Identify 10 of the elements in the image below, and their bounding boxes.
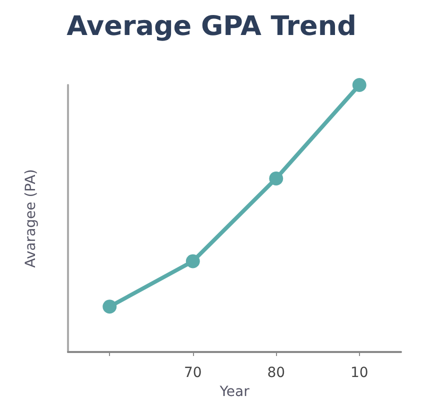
point [269, 171, 284, 186]
x-axis-title: Year [218, 384, 250, 400]
point [102, 300, 117, 314]
x-tick-label: 80 [267, 365, 286, 381]
y-axis-title: Avaragee (PA) [23, 169, 39, 268]
point [352, 78, 366, 92]
point [186, 254, 200, 268]
x-tick-label: 10 [350, 365, 368, 381]
chart-title: Average GPA Trend [66, 11, 356, 42]
x-tick-label: 70 [184, 365, 202, 381]
